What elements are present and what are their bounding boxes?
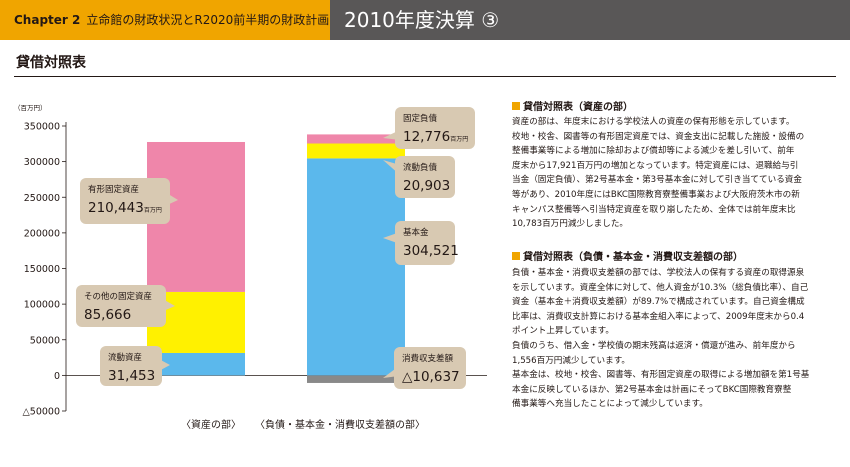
y-tick-label: 0 [54,371,60,382]
callout-fixed-liabilities-value: 12,776百万円 [403,129,468,145]
header-chapter-bar: Chapter 2 立命館の財政状況とR2020前半期の財政計画 [0,0,330,40]
paragraph-line: キャンパス整備等へ引当特定資産を取り崩したため、全体では前年度末比 [512,204,796,215]
right-heading-assets: 貸借対照表（資産の部） [512,98,633,113]
x-category-label: 〈負債・基本金・消費収支差額の部〉 [255,418,425,431]
y-tick-label: △50000 [22,407,60,418]
y-tick-label: 250000 [24,193,60,204]
paragraph-line: 資産の部は、年度末における学校法人の資産の保有形態を示しています。 [512,117,795,127]
paragraph-line: 10,783百万円減少しました。 [512,219,629,230]
paragraph-line: 負債・基本金・消費収支差額の部では、学校法人の保有する資産の取得源泉 [512,268,805,278]
callout-basic-fund-value: 304,521 [403,243,459,259]
right-text-assets: 資産の部は、年度末における学校法人の資産の保有形態を示しています。 校地・校舎、図… [512,115,834,232]
callout-basic-fund-box [395,221,455,265]
bar-segment-流動資産 [147,352,245,376]
callout-consumption-balance-label: 消費収支差額 [402,353,454,364]
callout-tangible-fixed-assets-label: 有形固定資産 [88,184,139,195]
x-category-label: 〈資産の部〉 [181,418,241,431]
callout-fixed-liabilities-label: 固定負債 [403,113,438,124]
callout-fixed-liabilities-unit: 百万円 [450,136,468,143]
callout-current-assets-value-number: 31,453 [108,368,155,384]
y-tick-label: 150000 [24,264,60,275]
paragraph-line: 基本金は、校地・校舎、図書等、有形固定資産の取得による増加額を第1号基 [512,370,810,381]
bar-segment-流動負債 [307,143,405,159]
callout-tangible-fixed-assets-unit: 百万円 [144,207,162,214]
paragraph-line: を示しています。資産全体に対して、他人資金が10.3%（総負債比率）、自己 [512,282,809,293]
bullet-square-icon [512,252,520,260]
callout-tangible-fixed-assets-value-number: 210,443 [88,200,144,216]
paragraph-line: 当金（固定負債）、第2号基本金・第3号基本金に対して引き当てている資金 [512,175,802,186]
paragraph-line: 1,556百万円減少しています。 [512,355,631,366]
callout-current-liabilities-box [395,156,455,198]
balance-sheet-chart: （百万円） △50000 0 50000 100000 150000 200000 25000… [14,104,487,431]
bar-segment-消費収支差額 [307,375,405,383]
callout-current-assets-box [100,346,162,386]
callout-basic-fund-value-number: 304,521 [403,243,459,259]
y-tick-label: 50000 [30,335,60,346]
callout-other-fixed-assets-value: 85,666 [84,307,131,323]
section-divider [14,76,836,77]
callout-other-fixed-assets-label: その他の固定資産 [84,291,152,302]
callout-current-liabilities-value-number: 20,903 [403,178,450,194]
chapter-subtitle: 立命館の財政状況とR2020前半期の財政計画 [86,13,330,27]
right-heading-liabilities: 貸借対照表（負債・基本金・消費収支差額の部） [512,248,743,263]
callout-current-liabilities-value: 20,903 [403,178,450,194]
callout-other-fixed-assets-value-number: 85,666 [84,307,131,323]
bar-segment-基本金 [307,158,405,376]
paragraph-line: 整備事業等による増加に除却および償却等による減少を差し引いて、前年 [512,146,795,157]
paragraph-line: 校地・校舎、図書等の有形固定資産では、資金支出に記載した施設・設備の [512,131,805,142]
callout-current-liabilities-label: 流動負債 [403,162,438,173]
paragraph-line: 比率は、消費収支計算における基本金組入率によって、2009年度末から0.4 [512,311,805,322]
y-unit-label: （百万円） [14,104,47,112]
paragraph-line: 本金に反映しているほか、第2号基本金は計画にそってBKC国際教育寮整 [512,384,792,395]
right-heading-assets-text: 貸借対照表（資産の部） [523,102,633,113]
callout-tangible-fixed-assets-value: 210,443百万円 [88,200,162,216]
paragraph-line: 備事業等へ充当したことによって減少しています。 [512,399,708,410]
callout-basic-fund-label: 基本金 [403,227,429,238]
callout-consumption-balance-value: △10,637 [402,369,460,385]
y-tick-label: 200000 [24,228,60,239]
paragraph-line: 資金（基本金＋消費収支差額）が89.7%で構成されています。自己資金構成 [512,297,805,308]
y-tick-label: 100000 [24,300,60,311]
paragraph-line: 等があり、2010年度にはBKC国際教育寮整備事業および大阪府茨木市の新 [512,189,800,200]
page-title: 2010年度決算 ③ [330,0,850,40]
paragraph-line: ポイント上昇しています。 [512,326,615,337]
section-title: 貸借対照表 [16,55,86,71]
y-tick-label: 350000 [24,122,60,133]
callout-other-fixed-assets-box [76,285,166,327]
right-heading-liabilities-text: 貸借対照表（負債・基本金・消費収支差額の部） [523,252,743,263]
bullet-square-icon [512,102,520,110]
y-tick-label: 300000 [24,157,60,168]
callout-fixed-liabilities-box [395,107,475,149]
callout-consumption-balance-box [394,347,466,389]
right-text-liabilities: 負債・基本金・消費収支差額の部では、学校法人の保有する資産の取得源泉 を示していま… [512,266,834,412]
callout-current-assets-label: 流動資産 [108,352,142,363]
chapter-label: Chapter 2 [14,13,81,27]
callout-tangible-fixed-assets-box [80,178,170,224]
paragraph-line: 負債のうち、借入金・学校債の期末残高は返済・償還が進み、前年度から [512,340,796,351]
callout-consumption-balance-value-number: △10,637 [402,369,460,385]
callout-fixed-liabilities-value-number: 12,776 [403,129,450,145]
paragraph-line: 度末から17,921百万円の増加となっています。特定資産には、退職給与引 [512,160,799,171]
callout-current-assets-value: 31,453 [108,368,155,384]
bar-segment-固定負債 [307,134,405,144]
